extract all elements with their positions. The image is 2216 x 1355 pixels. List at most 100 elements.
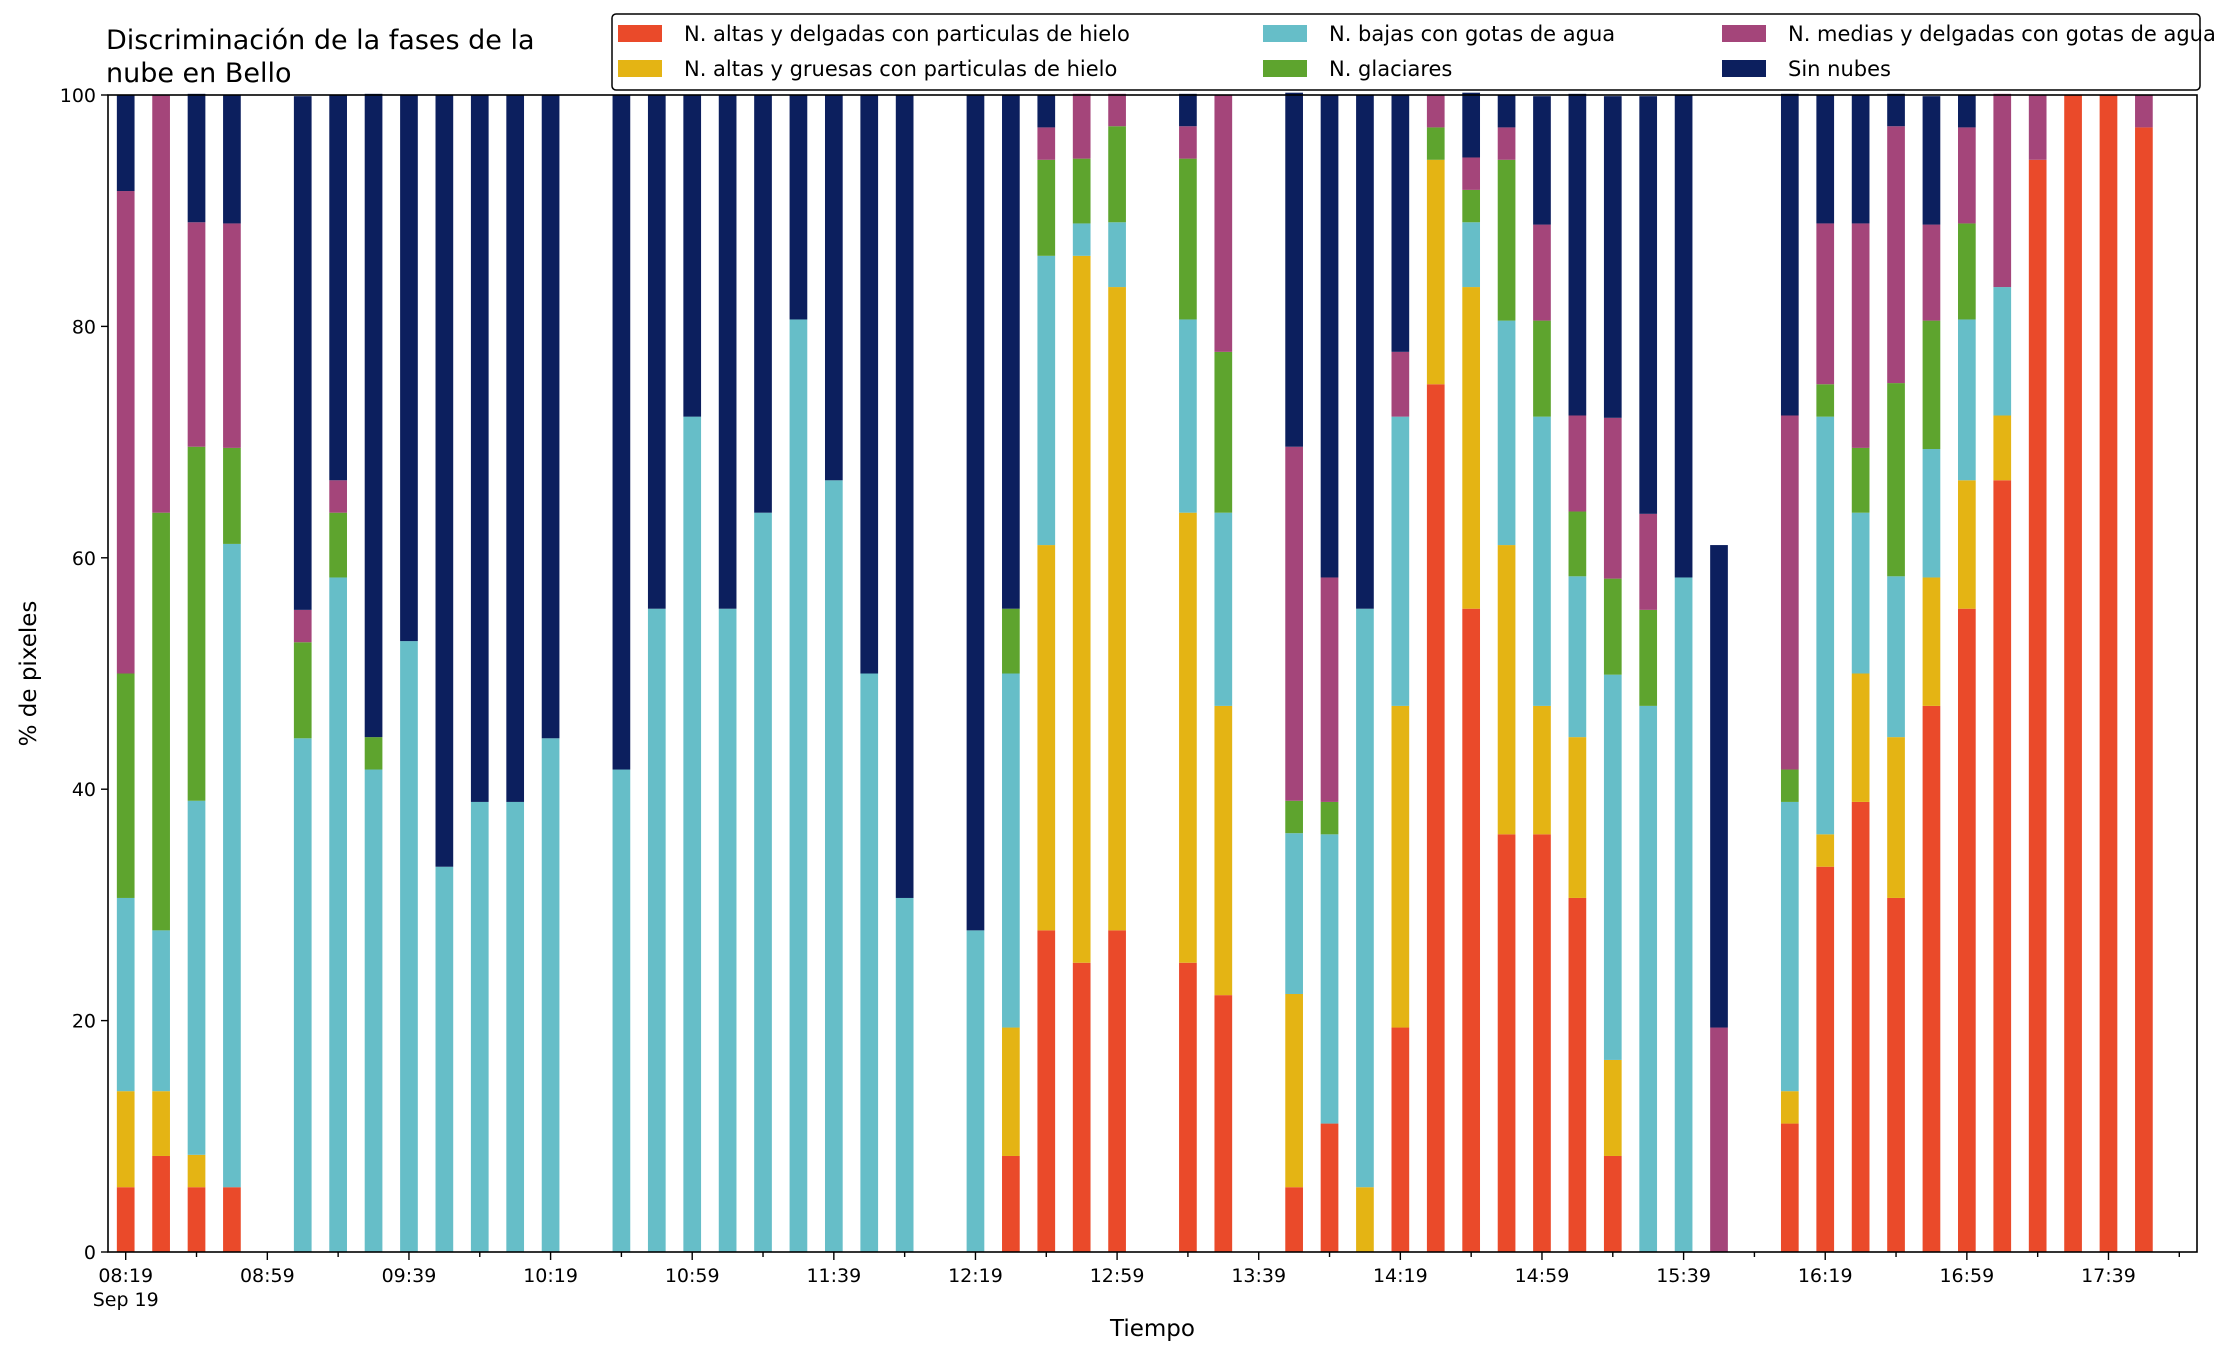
bar-segment <box>1391 1027 1410 1252</box>
bar-segment <box>1497 127 1516 160</box>
x-tick-label: 12:59 <box>1090 1265 1145 1287</box>
x-axis-label: Tiempo <box>1109 1316 1195 1342</box>
bar-segment <box>1780 1123 1799 1252</box>
bar-segment <box>754 95 772 513</box>
bar-segment <box>152 930 170 1092</box>
bar-segment <box>718 95 737 609</box>
bar-segment <box>1958 95 1976 128</box>
legend-label: Sin nubes <box>1788 57 1891 81</box>
bar-segment <box>1320 801 1339 835</box>
bar-segment <box>789 95 808 320</box>
bar-segment <box>435 95 454 867</box>
bar-segment <box>116 1187 135 1252</box>
bar-segment <box>1426 127 1445 160</box>
bar-segment <box>1533 705 1551 835</box>
bar-segment <box>1497 834 1516 1252</box>
bar-segment <box>1922 705 1941 1252</box>
bar-segment <box>1179 126 1197 159</box>
x-tick-label: 12:19 <box>948 1265 1003 1287</box>
bar-segment <box>1816 223 1835 385</box>
bar-segment <box>541 738 560 1252</box>
bar-segment <box>1002 608 1020 674</box>
bar-segment <box>1072 158 1091 224</box>
bar-segment <box>1603 96 1622 418</box>
bar-segment <box>1887 576 1905 738</box>
bar-segment <box>1780 93 1799 416</box>
bar-segment <box>506 95 525 802</box>
legend-swatch <box>618 25 662 42</box>
bar-segment <box>293 96 312 610</box>
bar-segment <box>1851 95 1870 224</box>
bar-segment <box>1887 737 1905 898</box>
bar-segment <box>293 609 312 643</box>
bar-segment <box>1993 287 2012 416</box>
legend-label: N. altas y gruesas con particulas de hie… <box>684 57 1117 81</box>
bar-segment <box>1533 416 1551 706</box>
bar-segment <box>293 642 312 739</box>
bar-segment <box>1037 545 1056 931</box>
bar-segment <box>895 95 914 898</box>
bar-segment <box>824 95 843 481</box>
bar-segment <box>612 95 631 770</box>
bar-segment <box>1108 930 1126 1252</box>
bar-segment <box>1816 416 1835 835</box>
bar-segment <box>1639 513 1658 610</box>
plot-frame <box>107 94 2198 1253</box>
bar-segment <box>1887 897 1905 1252</box>
bar-segment <box>1816 834 1835 867</box>
bar-segment <box>1568 93 1587 416</box>
bar-segment <box>116 1091 135 1188</box>
x-tick-label: 13:39 <box>1231 1265 1286 1287</box>
bar-segment <box>1179 93 1197 127</box>
bar-segment <box>329 512 347 578</box>
bar-segment <box>1179 319 1197 513</box>
bar-segment <box>1816 384 1835 417</box>
bar-segment <box>1603 1155 1622 1252</box>
bar-segment <box>1462 222 1481 288</box>
bar-segment <box>1639 609 1658 706</box>
bar-segment <box>400 641 418 1252</box>
bar-segment <box>683 416 702 1252</box>
bar-segment <box>364 93 383 738</box>
bar-segment <box>1533 224 1551 321</box>
bar-segment <box>1285 446 1303 801</box>
bar-segment <box>1462 92 1481 158</box>
bar-segment <box>1497 545 1516 835</box>
bar-segment <box>152 1155 170 1252</box>
bar-segment <box>1674 95 1693 578</box>
bar-segment <box>2028 95 2047 160</box>
y-tick-label: 0 <box>84 1242 96 1264</box>
bar-segment <box>966 95 985 931</box>
bar-segment <box>647 95 666 609</box>
bar-segment <box>187 1187 206 1252</box>
bar-segment <box>1214 705 1233 996</box>
bar-segment <box>1887 383 1905 577</box>
bar-segment <box>1993 480 2012 1252</box>
bar-segment <box>1568 576 1587 738</box>
bar-segment <box>1037 95 1056 128</box>
bar-segment <box>1072 93 1091 159</box>
bar-segment <box>1214 351 1233 513</box>
bar-segment <box>647 608 666 1252</box>
y-tick-label: 60 <box>72 548 96 570</box>
y-axis-label: % de pixeles <box>16 601 42 747</box>
bar-segment <box>895 897 914 1252</box>
bar-segment <box>1851 801 1870 1252</box>
bar-segment <box>1426 159 1445 385</box>
bar-segment <box>2064 95 2082 1252</box>
bar-segment <box>1002 1155 1020 1252</box>
bar-segment <box>1462 608 1481 1252</box>
bar-segment <box>1887 93 1905 127</box>
bar-segment <box>1851 447 1870 513</box>
bar-segment <box>1037 255 1056 546</box>
bar-segment <box>1391 95 1410 352</box>
bar-segment <box>1356 95 1374 609</box>
chart-title: nube en Bello <box>106 58 292 89</box>
bar-segment <box>152 512 170 931</box>
bar-segment <box>2028 159 2047 1252</box>
bar-segment <box>683 95 702 417</box>
bar-segment <box>1603 417 1622 579</box>
bar-segment <box>1568 415 1587 512</box>
bar-segment <box>1568 897 1587 1252</box>
bar-segment <box>754 512 772 1252</box>
